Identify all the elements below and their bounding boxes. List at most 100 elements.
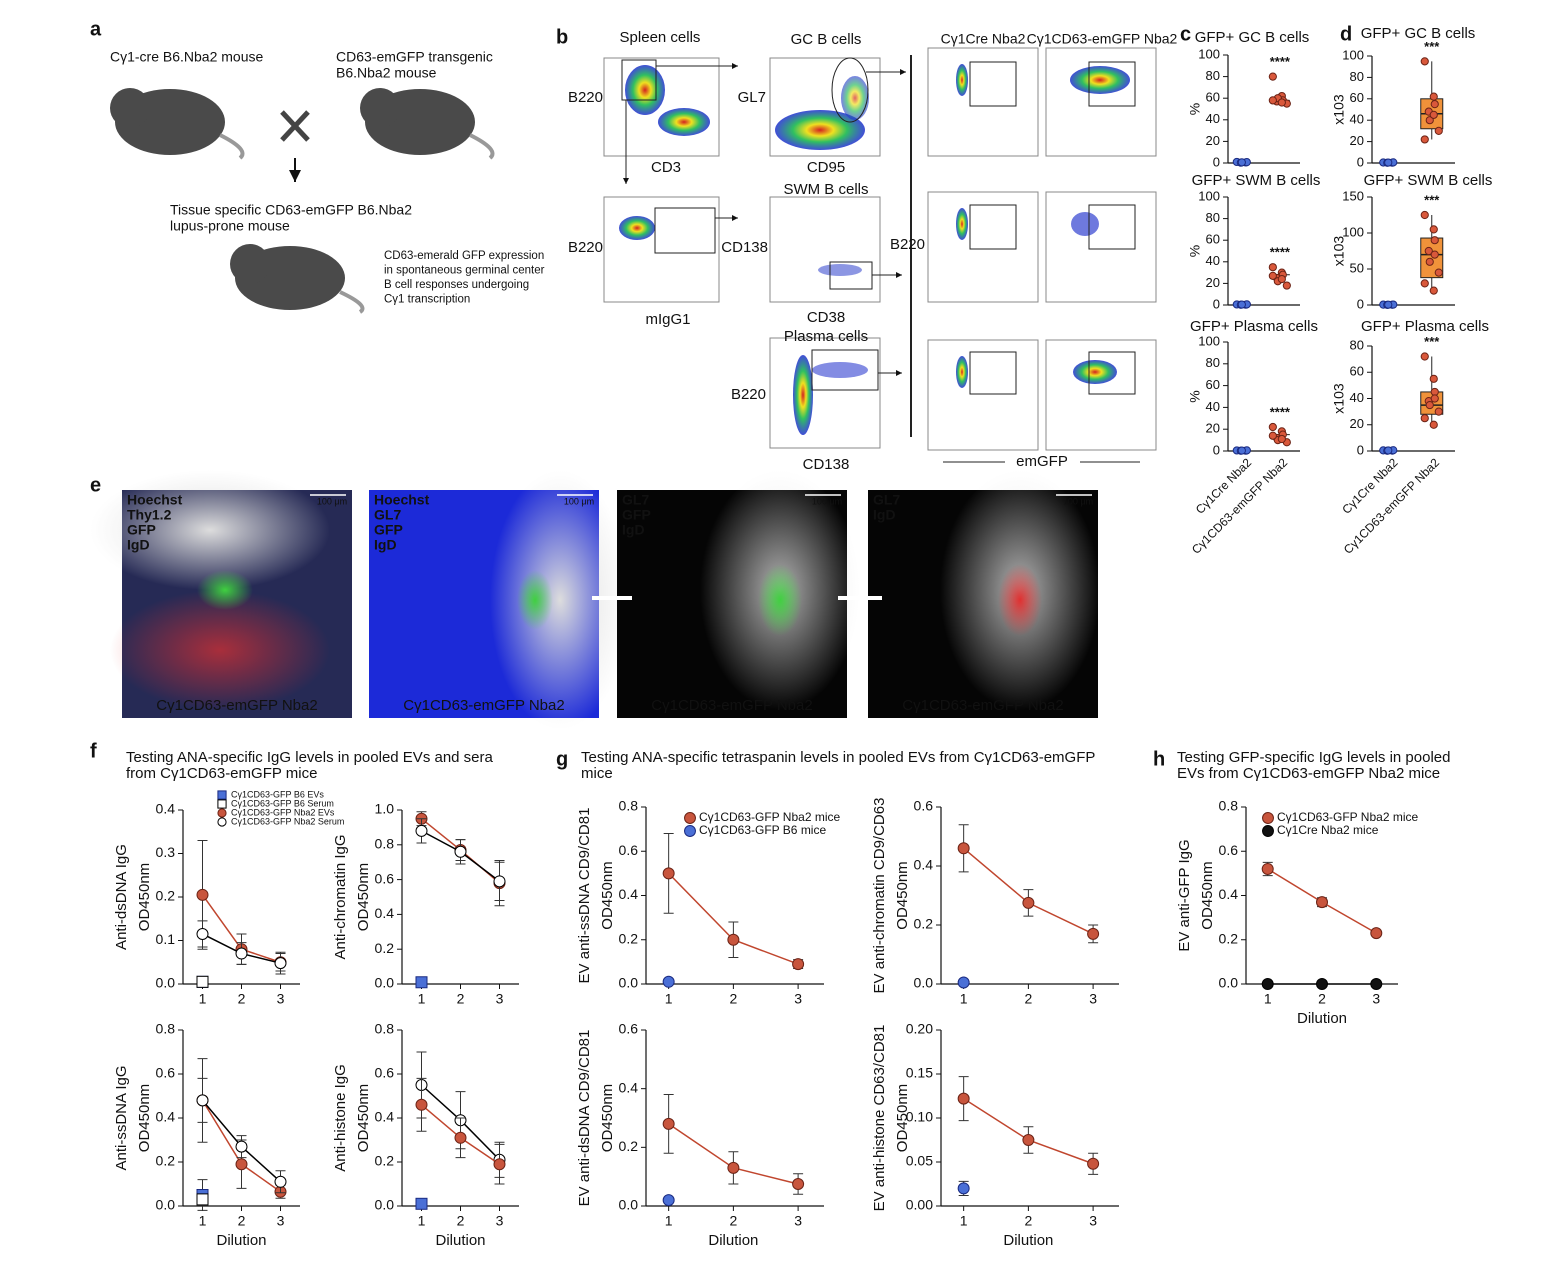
y-tick-label: 0 [1213,442,1220,457]
y-tick-label: 100 [1342,224,1364,239]
y-tick-label: 0.2 [1219,930,1239,946]
panel-title: mice [581,765,613,782]
stain-label: IgD [873,507,896,523]
legend-swatch [684,825,696,837]
data-point [196,1193,209,1206]
stain-label: Hoechst [374,492,430,508]
data-point [1425,116,1434,125]
y-tick-label: 60 [1206,377,1220,392]
image-caption: Cγ1CD63-emGFP Nba2 [156,697,317,714]
data-point [727,933,740,946]
y-tick-label: 40 [1206,253,1220,268]
chart-title: GFP+ Plasma cells [1190,318,1318,335]
panel-title: Testing ANA-specific tetraspanin levels … [581,749,1095,766]
y-tick-label: 0 [1357,154,1364,169]
x-axis-label: Dilution [1297,1010,1347,1027]
x-axis-label: Dilution [708,1232,758,1249]
x-tick-label: 1 [418,1213,426,1229]
stain-label: GL7 [873,492,900,508]
data-point [1429,286,1438,295]
y-tick-label: 0.4 [156,801,176,817]
diagram-text: B6.Nba2 mouse [336,65,437,81]
legend-label: Cγ1CD63-GFP B6 EVs [231,789,324,799]
legend-label: Cγ1Cre Nba2 mice [1277,823,1379,837]
data-point [1237,300,1246,309]
data-point [1429,374,1438,383]
y-tick-label: 0.8 [375,1021,395,1037]
stain-label: GFP [127,522,156,538]
y-tick-label: 0.0 [619,975,639,991]
scale-bar-label: 100 μm [1063,496,1093,506]
y-tick-label: 80 [1206,210,1220,225]
y-tick-label: 0.4 [619,1079,639,1095]
panel-label: c [1180,23,1191,45]
y-axis-label: % [1187,390,1203,402]
y-axis-label: EV anti-chromatin CD9/CD63 [871,798,888,994]
panel-label: a [90,18,102,40]
data-point [196,888,209,901]
legend-swatch [217,817,227,827]
panel-label: e [90,474,101,496]
legend-label: Cγ1CD63-GFP B6 mice [699,823,826,837]
panel-label: h [1153,748,1165,770]
y-axis-label: OD450nm [599,1084,616,1152]
y-tick-label: 0.8 [375,836,395,852]
y-axis-label: EV anti-histone CD63/CD81 [871,1025,888,1212]
flow-axis-label: CD95 [807,159,845,176]
y-tick-label: 0.6 [375,870,395,886]
y-tick-label: 100 [1198,188,1220,203]
data-point [1425,257,1434,266]
y-axis-label: % [1187,245,1203,257]
y-tick-label: 150 [1342,188,1364,203]
y-axis-label: Anti-ssDNA IgG [113,1065,130,1170]
y-axis-label: EV anti-ssDNA CD9/CD81 [576,808,593,984]
panel-title: EVs from Cγ1CD63-emGFP Nba2 mice [1177,765,1440,782]
x-tick-label: 2 [1024,991,1032,1007]
y-tick-label: 20 [1350,416,1364,431]
x-axis-label: Dilution [435,1232,485,1249]
y-tick-label: 0.10 [906,1109,933,1125]
scale-bar-label: 100 μm [564,496,594,506]
data-point [415,1098,428,1111]
legend-label: Cγ1CD63-GFP Nba2 EVs [231,807,335,817]
y-tick-label: 40 [1350,390,1364,405]
legend-swatch [217,790,227,800]
data-point [1430,250,1439,259]
y-tick-label: 60 [1206,90,1220,105]
flow-axis-label: B220 [890,236,925,253]
legend-label: Cγ1CD63-GFP Nba2 Serum [231,816,344,826]
y-axis-label: Anti-histone IgG [332,1064,349,1172]
x-tick-label: 3 [1089,1213,1097,1229]
data-point [1277,98,1286,107]
y-tick-label: 20 [1206,421,1220,436]
x-tick-label: 2 [457,1213,465,1229]
y-tick-label: 0.4 [1219,886,1239,902]
y-tick-label: 0.2 [156,888,176,904]
y-tick-label: 0 [1213,296,1220,311]
flow-axis-label: mIgG1 [645,311,690,328]
y-tick-label: 0.6 [619,1021,639,1037]
y-tick-label: 0.6 [375,1065,395,1081]
diagram-text: Cγ1 transcription [384,294,470,306]
panel-label: d [1340,23,1352,45]
data-point [957,842,970,855]
data-point [1429,110,1438,119]
x-tick-label: 2 [1318,991,1326,1007]
y-tick-label: 0.8 [1219,798,1239,814]
data-point [1268,96,1277,105]
y-axis-label: EV anti-GFP IgG [1176,839,1193,951]
mouse-illustrations [110,88,495,314]
stain-label: GL7 [622,492,649,508]
diagram-text: in spontaneous germinal center [384,265,545,277]
data-point [1420,414,1429,423]
scale-bar-label: 100 μm [812,496,842,506]
data-point [1087,1157,1100,1170]
y-axis-label: OD450nm [355,1084,372,1152]
y-tick-label: 0.1 [156,931,176,947]
y-tick-label: 0.3 [156,844,176,860]
data-point [1370,927,1383,940]
y-tick-label: 40 [1350,112,1364,127]
x-tick-label: 3 [277,1213,285,1229]
y-tick-label: 0.6 [156,1065,176,1081]
legend-swatch [684,812,696,824]
